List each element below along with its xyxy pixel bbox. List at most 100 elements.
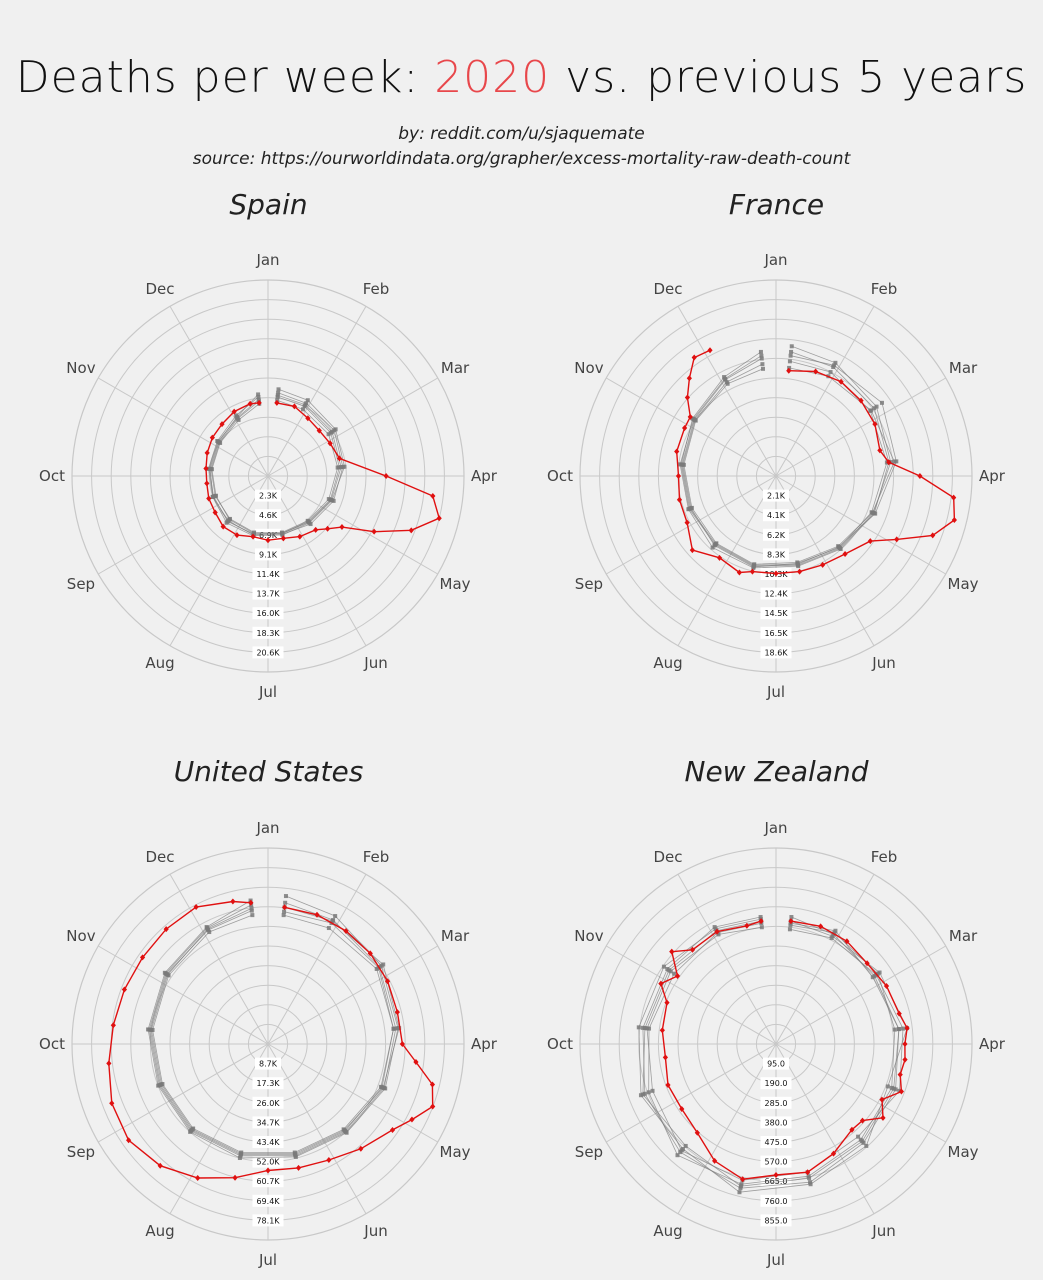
data-point [902,1041,908,1047]
grid-spoke [775,1043,946,1143]
data-point [162,970,167,975]
tick-label-bg [255,1057,281,1070]
data-point [879,1096,885,1103]
data-point [212,509,218,516]
tick-label-bg [760,1194,792,1207]
grid-spoke [606,945,777,1045]
data-point [694,1129,700,1136]
data-point [209,467,214,472]
data-point [301,407,306,412]
data-point [236,417,241,422]
data-point [679,1106,685,1113]
data-point [869,408,874,413]
data-point [316,427,322,434]
data-point [864,1143,869,1148]
data-point [163,926,169,933]
data-point [306,520,311,525]
tick-label: 95.0 [767,1060,785,1069]
data-point [807,1176,812,1181]
tick-label-bg [763,509,789,522]
data-point [397,1026,402,1031]
month-label: Aug [145,1222,174,1240]
data-point [314,911,320,918]
data-point [429,1081,436,1088]
month-label: Nov [66,359,95,377]
data-point [661,964,666,969]
series-line [150,906,400,1154]
data-point [662,1054,669,1061]
data-point [303,402,308,407]
month-label: Jan [763,251,787,269]
data-point [691,416,696,421]
data-point [681,462,686,467]
tick-label-bg [760,1077,792,1090]
tick-label: 34.7K [256,1118,280,1127]
month-label: Feb [871,280,898,298]
data-point [203,465,209,472]
data-point [358,1145,364,1152]
data-point [838,546,843,551]
data-point [436,515,442,522]
month-label: Jun [871,654,895,672]
data-point [714,928,720,935]
month-label: Aug [145,654,174,672]
tick-label: 190.0 [765,1079,788,1088]
month-label: Dec [653,848,682,866]
month-label: Nov [574,927,603,945]
data-point [394,1009,400,1016]
data-point [788,918,794,925]
tick-label: 26.0K [256,1099,280,1108]
data-point [787,365,792,370]
chart-title-united-states: United States [173,755,364,788]
tick-label-bg [252,1077,284,1090]
month-label: Jul [258,1251,277,1269]
data-point [374,966,379,971]
data-point [951,516,957,523]
month-label: May [440,575,471,593]
data-point [787,359,792,364]
title-suffix: vs. previous 5 years [550,52,1028,103]
data-point [326,497,331,502]
data-point [280,535,286,542]
data-point [744,922,750,929]
data-point [788,353,793,358]
month-label: Oct [39,467,65,485]
data-point [891,1086,896,1091]
data-point [759,925,764,930]
series-line [211,400,339,534]
data-point [234,532,240,539]
data-point [751,565,756,570]
data-point [160,1082,165,1087]
data-point [381,962,386,967]
data-point [636,1025,641,1030]
data-point [710,545,715,550]
data-point [276,387,281,392]
series-line [682,360,888,568]
series-line [638,918,908,1193]
tick-label: 12.4K [764,590,788,599]
data-point [773,1172,779,1179]
data-point [898,1088,904,1095]
tick-label: 2.1K [767,492,786,501]
tick-label: 13.7K [256,590,280,599]
data-point [680,1147,685,1152]
data-point [281,913,286,918]
series-2020-france [674,347,957,577]
data-point [283,894,288,899]
grid-spoke [267,874,367,1045]
data-point [251,532,256,537]
tick-label-bg [252,607,284,620]
data-point [786,367,792,374]
data-point [759,356,764,361]
tick-label-bg [763,1057,789,1070]
data-point [879,400,884,405]
data-point [413,1058,419,1065]
data-point [689,547,695,554]
grid-spoke [606,475,777,575]
series-line [148,902,397,1157]
data-point [265,1167,271,1174]
tick-label-bg [760,1214,792,1227]
series-line [642,916,900,1189]
tick-label: 43.4K [256,1138,280,1147]
data-point [276,390,281,395]
